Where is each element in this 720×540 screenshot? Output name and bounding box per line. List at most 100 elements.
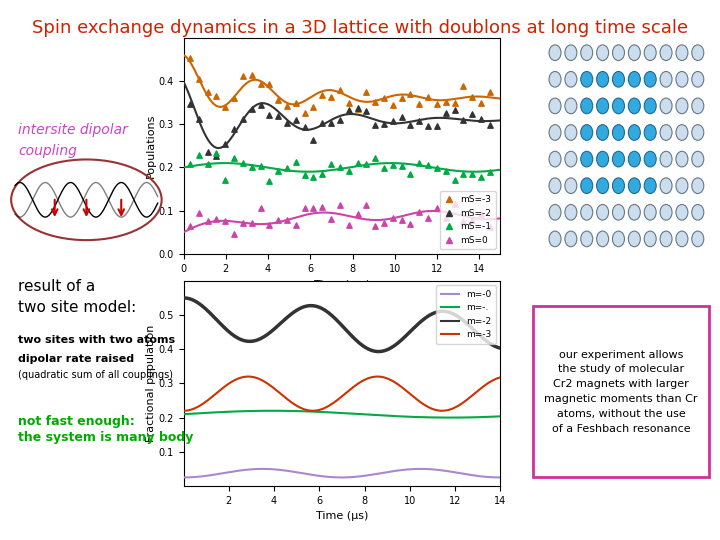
Circle shape: [565, 178, 577, 193]
Circle shape: [613, 231, 624, 247]
Point: [431, 100, 443, 109]
Circle shape: [629, 98, 640, 114]
Point: [255, 101, 266, 110]
Point: [246, 105, 258, 114]
Point: [343, 167, 354, 176]
Point: [378, 219, 390, 228]
Point: [264, 80, 275, 89]
Circle shape: [549, 71, 561, 87]
Point: [334, 163, 346, 171]
Point: [202, 147, 213, 156]
Point: [211, 149, 222, 158]
Circle shape: [613, 205, 624, 220]
Circle shape: [597, 178, 608, 193]
Circle shape: [565, 205, 577, 220]
Point: [317, 170, 328, 179]
Point: [282, 102, 293, 110]
Circle shape: [597, 98, 608, 114]
Point: [237, 72, 248, 80]
Point: [352, 210, 364, 219]
Circle shape: [676, 151, 688, 167]
Point: [352, 105, 364, 114]
Point: [202, 217, 213, 226]
Circle shape: [644, 151, 656, 167]
Circle shape: [549, 231, 561, 247]
Point: [423, 92, 434, 101]
Point: [484, 121, 495, 130]
Point: [423, 122, 434, 130]
Point: [237, 114, 248, 123]
Circle shape: [549, 45, 561, 60]
Point: [246, 71, 258, 80]
Point: [299, 109, 310, 118]
Point: [378, 93, 390, 102]
Text: two site model:: two site model:: [18, 300, 136, 315]
Point: [361, 106, 372, 115]
Point: [290, 157, 302, 166]
Point: [413, 159, 425, 168]
Point: [307, 103, 319, 111]
Point: [369, 222, 381, 231]
Point: [475, 114, 487, 123]
Point: [440, 214, 451, 222]
Text: the system is many body: the system is many body: [18, 431, 194, 444]
Circle shape: [597, 71, 608, 87]
Point: [220, 139, 231, 148]
Text: Spin exchange dynamics in a 3D lattice with doublons at long time scale: Spin exchange dynamics in a 3D lattice w…: [32, 19, 688, 37]
Point: [467, 110, 478, 118]
X-axis label: Time (ms): Time (ms): [314, 279, 370, 289]
Circle shape: [581, 151, 593, 167]
Point: [220, 103, 231, 111]
Circle shape: [613, 178, 624, 193]
Point: [228, 230, 240, 238]
Point: [202, 87, 213, 96]
Circle shape: [581, 205, 593, 220]
Point: [352, 158, 364, 167]
Circle shape: [565, 71, 577, 87]
Point: [272, 95, 284, 104]
Point: [325, 160, 337, 168]
Point: [282, 118, 293, 127]
Point: [396, 215, 408, 224]
Point: [193, 208, 204, 217]
Point: [378, 120, 390, 129]
Point: [307, 173, 319, 181]
Circle shape: [676, 231, 688, 247]
Circle shape: [660, 151, 672, 167]
Circle shape: [581, 231, 593, 247]
Circle shape: [660, 45, 672, 60]
Circle shape: [644, 178, 656, 193]
Point: [246, 163, 258, 171]
Circle shape: [644, 125, 656, 140]
Circle shape: [597, 205, 608, 220]
Text: two sites with two atoms: two sites with two atoms: [18, 335, 175, 345]
Circle shape: [660, 178, 672, 193]
Point: [272, 216, 284, 225]
Point: [264, 220, 275, 229]
Point: [282, 216, 293, 225]
Point: [423, 161, 434, 170]
Circle shape: [613, 71, 624, 87]
Point: [413, 207, 425, 216]
Text: our experiment allows
the study of molecular
Cr2 magnets with larger
magnetic mo: our experiment allows the study of molec…: [544, 349, 698, 434]
Circle shape: [692, 125, 703, 140]
Circle shape: [597, 231, 608, 247]
Circle shape: [597, 125, 608, 140]
Point: [475, 172, 487, 181]
Point: [343, 98, 354, 107]
Point: [369, 98, 381, 107]
Circle shape: [692, 151, 703, 167]
Circle shape: [692, 71, 703, 87]
Point: [211, 92, 222, 100]
Circle shape: [613, 45, 624, 60]
Point: [237, 219, 248, 227]
Point: [299, 123, 310, 132]
Point: [449, 199, 460, 208]
Point: [290, 221, 302, 230]
Point: [387, 100, 399, 109]
Circle shape: [629, 45, 640, 60]
Point: [220, 217, 231, 226]
Point: [467, 92, 478, 101]
Point: [193, 75, 204, 84]
Circle shape: [629, 231, 640, 247]
